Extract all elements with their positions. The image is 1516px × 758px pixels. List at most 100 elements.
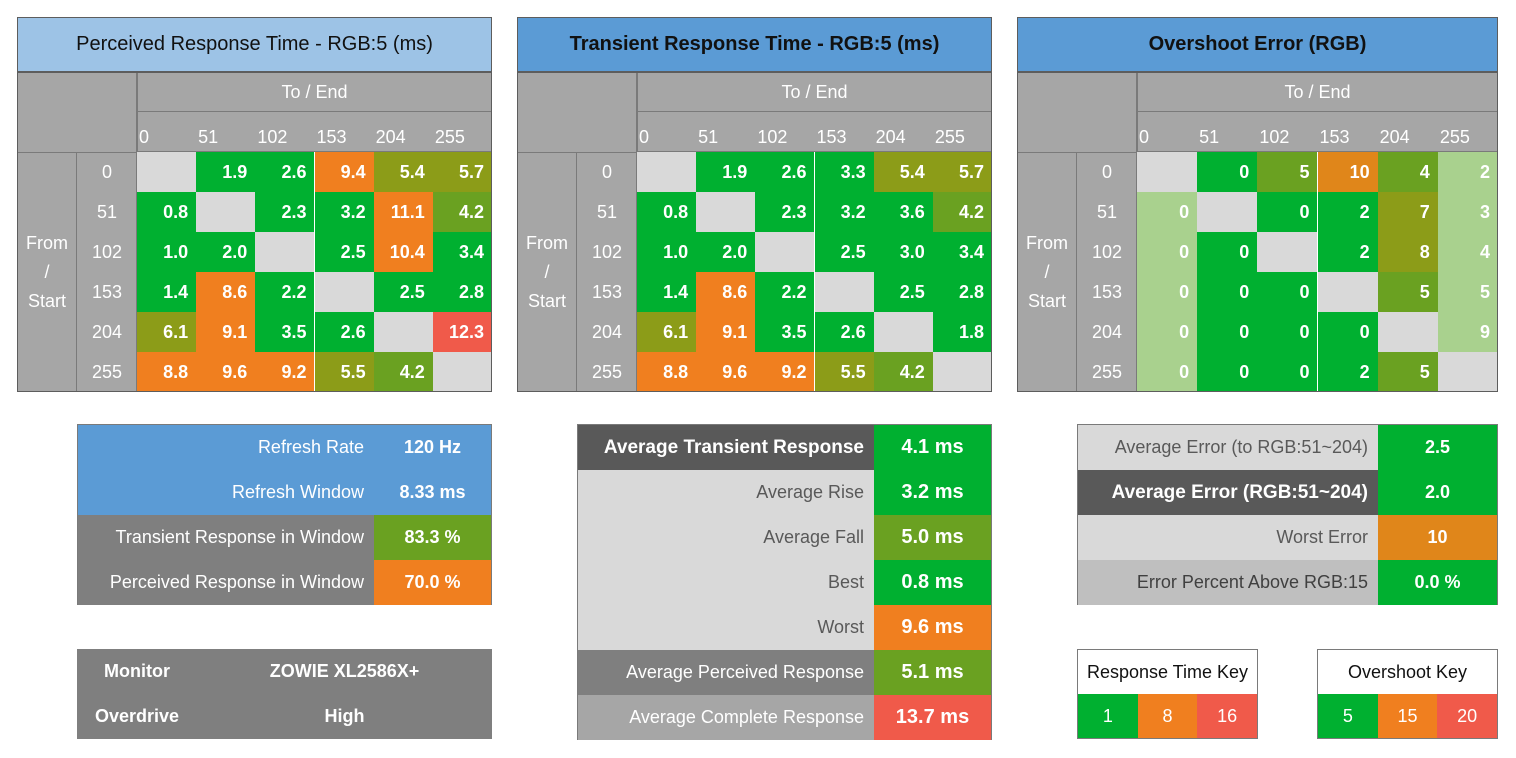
grid-cell: 2.6 — [814, 312, 874, 352]
column-level-label: 255 — [434, 127, 465, 147]
grid-cell: 3.2 — [314, 192, 374, 232]
row-level-label: 204 — [91, 321, 123, 342]
grid-cell: 0.8 — [637, 192, 697, 232]
row-level-label: 255 — [591, 361, 623, 382]
refresh-table: Refresh Rate 120 Hz Refresh Window 8.33 ms T… — [77, 424, 492, 605]
column-levels-header — [137, 112, 492, 152]
grid-cell: 0 — [1197, 352, 1258, 392]
error-value: 2.0 — [1378, 470, 1497, 515]
grid-cell: 8.8 — [137, 352, 197, 392]
refresh-value: 83.3 % — [374, 515, 491, 560]
to-end-header: To / End — [1137, 72, 1498, 112]
from-start-label: From / Start — [517, 152, 577, 392]
grid-cell: 0 — [1197, 272, 1258, 312]
averages-label: Best — [578, 560, 874, 605]
grid-cell: 2.6 — [314, 312, 374, 352]
grid-cell: 4 — [1377, 152, 1438, 192]
averages-row: Average Transient Response 4.1 ms — [578, 425, 991, 470]
row-level-label: 102 — [1091, 241, 1123, 262]
diagonal-cell — [1137, 152, 1198, 192]
overshoot-key-swatch: 20 — [1437, 694, 1498, 738]
to-end-header: To / End — [137, 72, 492, 112]
perceived-panel-title: Perceived Response Time - RGB:5 (ms) — [17, 17, 492, 72]
error-row: Error Percent Above RGB:15 0.0 % — [1078, 560, 1497, 605]
refresh-label: Refresh Rate — [78, 425, 374, 470]
column-level-label: 51 — [198, 127, 219, 147]
grid-cell: 0 — [1197, 152, 1258, 192]
error-label: Average Error (RGB:51~204) — [1078, 470, 1378, 515]
to-end-header: To / End — [637, 72, 992, 112]
transient-panel-title: Transient Response Time - RGB:5 (ms) — [517, 17, 992, 72]
grid-cell: 0 — [1317, 312, 1378, 352]
grid-cell: 2.5 — [873, 272, 933, 312]
grid-cell: 10 — [1317, 152, 1378, 192]
row-level-label: 204 — [591, 321, 623, 342]
monitor-label: Monitor — [104, 661, 170, 681]
grid-cell: 2.3 — [255, 192, 315, 232]
refresh-label: Transient Response in Window — [78, 515, 374, 560]
diagonal-cell — [755, 232, 815, 272]
grid-cell: 1.8 — [932, 312, 992, 352]
grid-cell: 2 — [1317, 352, 1378, 392]
grid-cell: 2.8 — [432, 272, 492, 312]
grid-cell: 8.6 — [696, 272, 756, 312]
row-level-label: 0 — [601, 161, 612, 182]
grid-cell: 4.2 — [932, 192, 992, 232]
overshoot-key-title: Overshoot Key — [1347, 661, 1468, 682]
averages-row: Worst 9.6 ms — [578, 605, 991, 650]
diagonal-cell — [1257, 232, 1318, 272]
diagonal-cell — [255, 232, 315, 272]
averages-table: Average Transient Response 4.1 ms Average … — [577, 424, 992, 740]
grid-cell: 2.0 — [196, 232, 256, 272]
averages-row: Average Perceived Response 5.1 ms — [578, 650, 991, 695]
grid-corner — [1017, 72, 1137, 152]
grid-cell: 0 — [1257, 352, 1318, 392]
transient-panel-title-text: Transient Response Time - RGB:5 (ms) — [569, 33, 940, 55]
grid-cell: 3.5 — [755, 312, 815, 352]
averages-value: 0.8 ms — [874, 560, 991, 605]
column-level-label: 255 — [1439, 127, 1470, 147]
refresh-value: 8.33 ms — [374, 470, 491, 515]
row-level-label: 102 — [591, 241, 623, 262]
grid-cell: 0 — [1137, 352, 1198, 392]
grid-cell: 6.1 — [137, 312, 197, 352]
grid-cell: 10.4 — [373, 232, 433, 272]
grid-cell: 2.6 — [755, 152, 815, 192]
diagonal-cell — [1317, 272, 1378, 312]
grid-cell: 1.0 — [137, 232, 197, 272]
from-start-label-line: Start — [527, 290, 566, 311]
diagonal-cell — [432, 352, 492, 392]
column-level-label: 102 — [757, 127, 788, 147]
error-row: Average Error (RGB:51~204) 2.0 — [1078, 470, 1497, 515]
grid-cell: 5.5 — [314, 352, 374, 392]
column-level-label: 0 — [639, 127, 650, 147]
grid-cell: 11.1 — [373, 192, 433, 232]
grid-cell: 9.1 — [696, 312, 756, 352]
grid-cell: 5.5 — [814, 352, 874, 392]
row-level-label: 0 — [1101, 161, 1112, 182]
refresh-label: Refresh Window — [78, 470, 374, 515]
row-level-label: 204 — [1091, 321, 1123, 342]
diagonal-cell — [873, 312, 933, 352]
grid-cell: 5.7 — [932, 152, 992, 192]
row-levels-column — [577, 152, 637, 392]
grid-cell: 2.5 — [373, 272, 433, 312]
averages-label: Average Fall — [578, 515, 874, 560]
diagonal-cell — [137, 152, 197, 192]
refresh-value: 120 Hz — [374, 425, 491, 470]
diagonal-cell — [814, 272, 874, 312]
column-level-label: 204 — [1379, 127, 1410, 147]
perceived-response-grid: To / End From / Start 0 51 102 153 204 255 0 51 102 1… — [17, 72, 492, 392]
row-level-label: 51 — [596, 201, 618, 222]
grid-cell: 8.6 — [196, 272, 256, 312]
diagonal-cell — [1197, 192, 1258, 232]
grid-cell: 5 — [1257, 152, 1318, 192]
grid-cell: 5 — [1377, 352, 1438, 392]
averages-row: Average Rise 3.2 ms — [578, 470, 991, 515]
grid-cell: 2 — [1317, 232, 1378, 272]
grid-cell: 9.2 — [255, 352, 315, 392]
grid-cell: 0 — [1137, 232, 1198, 272]
grid-cell: 2 — [1317, 192, 1378, 232]
grid-cell: 0.8 — [137, 192, 197, 232]
grid-cell: 12.3 — [432, 312, 492, 352]
